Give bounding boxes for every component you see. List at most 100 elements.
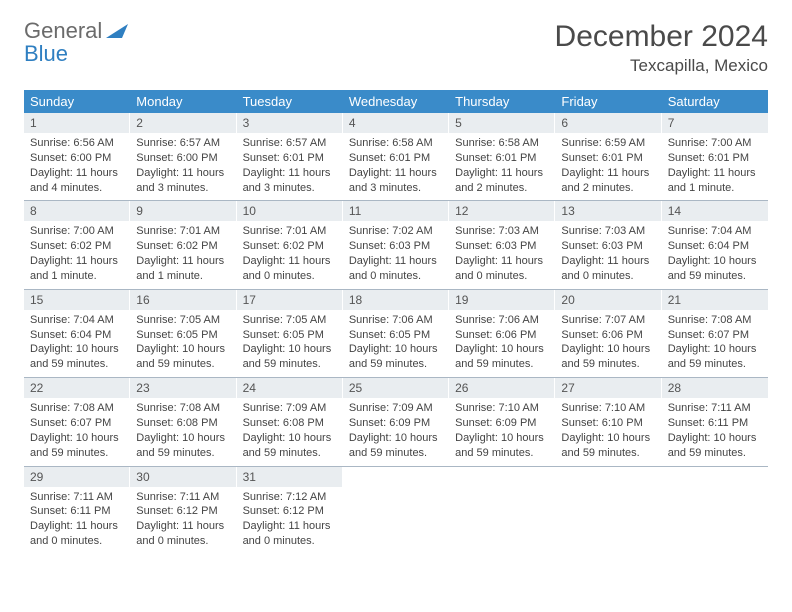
day-cell: 11Sunrise: 7:02 AMSunset: 6:03 PMDayligh… [343, 201, 449, 288]
day-cell: 17Sunrise: 7:05 AMSunset: 6:05 PMDayligh… [237, 290, 343, 377]
day-body: Sunrise: 6:57 AMSunset: 6:00 PMDaylight:… [130, 133, 236, 200]
day-header: Saturday [662, 90, 768, 113]
day-cell: 26Sunrise: 7:10 AMSunset: 6:09 PMDayligh… [449, 378, 555, 465]
week-row: 22Sunrise: 7:08 AMSunset: 6:07 PMDayligh… [24, 378, 768, 466]
logo: General Blue [24, 20, 128, 66]
day-body: Sunrise: 7:07 AMSunset: 6:06 PMDaylight:… [555, 310, 661, 377]
day-number: 4 [343, 113, 449, 133]
day-cell: 13Sunrise: 7:03 AMSunset: 6:03 PMDayligh… [555, 201, 661, 288]
day-body: Sunrise: 7:11 AMSunset: 6:11 PMDaylight:… [662, 398, 768, 465]
day-body: Sunrise: 7:10 AMSunset: 6:10 PMDaylight:… [555, 398, 661, 465]
day-number: 25 [343, 378, 449, 398]
day-cell: 29Sunrise: 7:11 AMSunset: 6:11 PMDayligh… [24, 467, 130, 554]
day-cell: 14Sunrise: 7:04 AMSunset: 6:04 PMDayligh… [662, 201, 768, 288]
day-header: Thursday [449, 90, 555, 113]
day-cell: 25Sunrise: 7:09 AMSunset: 6:09 PMDayligh… [343, 378, 449, 465]
day-body: Sunrise: 7:00 AMSunset: 6:02 PMDaylight:… [24, 221, 130, 288]
day-number: 11 [343, 201, 449, 221]
day-number: 6 [555, 113, 661, 133]
day-body: Sunrise: 7:08 AMSunset: 6:07 PMDaylight:… [24, 398, 130, 465]
day-body: Sunrise: 7:11 AMSunset: 6:12 PMDaylight:… [130, 487, 236, 554]
day-cell: 28Sunrise: 7:11 AMSunset: 6:11 PMDayligh… [662, 378, 768, 465]
day-cell: 23Sunrise: 7:08 AMSunset: 6:08 PMDayligh… [130, 378, 236, 465]
day-number: 16 [130, 290, 236, 310]
day-number: 7 [662, 113, 768, 133]
day-number: 22 [24, 378, 130, 398]
day-number: 27 [555, 378, 661, 398]
day-body: Sunrise: 7:12 AMSunset: 6:12 PMDaylight:… [237, 487, 343, 554]
day-number: 20 [555, 290, 661, 310]
week-row: 29Sunrise: 7:11 AMSunset: 6:11 PMDayligh… [24, 467, 768, 554]
day-cell [449, 467, 555, 554]
location: Texcapilla, Mexico [555, 56, 768, 76]
day-cell: 9Sunrise: 7:01 AMSunset: 6:02 PMDaylight… [130, 201, 236, 288]
day-body: Sunrise: 7:02 AMSunset: 6:03 PMDaylight:… [343, 221, 449, 288]
day-number: 12 [449, 201, 555, 221]
day-body: Sunrise: 7:00 AMSunset: 6:01 PMDaylight:… [662, 133, 768, 200]
logo-triangle-icon [106, 25, 128, 42]
day-cell: 5Sunrise: 6:58 AMSunset: 6:01 PMDaylight… [449, 113, 555, 200]
calendar: SundayMondayTuesdayWednesdayThursdayFrid… [24, 90, 768, 554]
day-cell: 19Sunrise: 7:06 AMSunset: 6:06 PMDayligh… [449, 290, 555, 377]
day-header: Wednesday [343, 90, 449, 113]
day-cell: 1Sunrise: 6:56 AMSunset: 6:00 PMDaylight… [24, 113, 130, 200]
day-body: Sunrise: 7:08 AMSunset: 6:07 PMDaylight:… [662, 310, 768, 377]
day-cell: 15Sunrise: 7:04 AMSunset: 6:04 PMDayligh… [24, 290, 130, 377]
day-cell: 22Sunrise: 7:08 AMSunset: 6:07 PMDayligh… [24, 378, 130, 465]
day-body: Sunrise: 7:09 AMSunset: 6:08 PMDaylight:… [237, 398, 343, 465]
day-number: 28 [662, 378, 768, 398]
month-title: December 2024 [555, 20, 768, 54]
day-cell: 20Sunrise: 7:07 AMSunset: 6:06 PMDayligh… [555, 290, 661, 377]
week-row: 15Sunrise: 7:04 AMSunset: 6:04 PMDayligh… [24, 290, 768, 378]
day-cell: 12Sunrise: 7:03 AMSunset: 6:03 PMDayligh… [449, 201, 555, 288]
day-cell: 31Sunrise: 7:12 AMSunset: 6:12 PMDayligh… [237, 467, 343, 554]
day-number: 17 [237, 290, 343, 310]
day-number: 10 [237, 201, 343, 221]
day-cell: 10Sunrise: 7:01 AMSunset: 6:02 PMDayligh… [237, 201, 343, 288]
day-body: Sunrise: 7:03 AMSunset: 6:03 PMDaylight:… [449, 221, 555, 288]
day-number: 2 [130, 113, 236, 133]
logo-general: General [24, 18, 102, 43]
day-headers: SundayMondayTuesdayWednesdayThursdayFrid… [24, 90, 768, 113]
header: General Blue December 2024 Texcapilla, M… [24, 20, 768, 76]
day-cell: 24Sunrise: 7:09 AMSunset: 6:08 PMDayligh… [237, 378, 343, 465]
day-number: 3 [237, 113, 343, 133]
day-body: Sunrise: 6:56 AMSunset: 6:00 PMDaylight:… [24, 133, 130, 200]
day-cell: 4Sunrise: 6:58 AMSunset: 6:01 PMDaylight… [343, 113, 449, 200]
day-cell: 6Sunrise: 6:59 AMSunset: 6:01 PMDaylight… [555, 113, 661, 200]
day-number: 31 [237, 467, 343, 487]
day-body: Sunrise: 7:05 AMSunset: 6:05 PMDaylight:… [237, 310, 343, 377]
day-body: Sunrise: 7:09 AMSunset: 6:09 PMDaylight:… [343, 398, 449, 465]
day-cell [555, 467, 661, 554]
title-block: December 2024 Texcapilla, Mexico [555, 20, 768, 76]
day-number: 29 [24, 467, 130, 487]
day-cell: 18Sunrise: 7:06 AMSunset: 6:05 PMDayligh… [343, 290, 449, 377]
day-body: Sunrise: 7:08 AMSunset: 6:08 PMDaylight:… [130, 398, 236, 465]
day-number: 14 [662, 201, 768, 221]
day-body: Sunrise: 7:10 AMSunset: 6:09 PMDaylight:… [449, 398, 555, 465]
day-cell: 2Sunrise: 6:57 AMSunset: 6:00 PMDaylight… [130, 113, 236, 200]
week-row: 1Sunrise: 6:56 AMSunset: 6:00 PMDaylight… [24, 113, 768, 201]
day-body: Sunrise: 7:03 AMSunset: 6:03 PMDaylight:… [555, 221, 661, 288]
day-body: Sunrise: 7:05 AMSunset: 6:05 PMDaylight:… [130, 310, 236, 377]
day-cell: 27Sunrise: 7:10 AMSunset: 6:10 PMDayligh… [555, 378, 661, 465]
day-cell: 7Sunrise: 7:00 AMSunset: 6:01 PMDaylight… [662, 113, 768, 200]
day-body: Sunrise: 6:58 AMSunset: 6:01 PMDaylight:… [449, 133, 555, 200]
day-number: 15 [24, 290, 130, 310]
day-cell [662, 467, 768, 554]
day-number: 24 [237, 378, 343, 398]
day-body: Sunrise: 7:04 AMSunset: 6:04 PMDaylight:… [24, 310, 130, 377]
day-number: 13 [555, 201, 661, 221]
day-number: 5 [449, 113, 555, 133]
day-body: Sunrise: 7:04 AMSunset: 6:04 PMDaylight:… [662, 221, 768, 288]
day-number: 26 [449, 378, 555, 398]
day-header: Monday [130, 90, 236, 113]
day-body: Sunrise: 6:58 AMSunset: 6:01 PMDaylight:… [343, 133, 449, 200]
day-body: Sunrise: 7:11 AMSunset: 6:11 PMDaylight:… [24, 487, 130, 554]
day-number: 9 [130, 201, 236, 221]
day-body: Sunrise: 6:59 AMSunset: 6:01 PMDaylight:… [555, 133, 661, 200]
day-number: 21 [662, 290, 768, 310]
day-number: 19 [449, 290, 555, 310]
day-body: Sunrise: 7:01 AMSunset: 6:02 PMDaylight:… [130, 221, 236, 288]
day-cell: 3Sunrise: 6:57 AMSunset: 6:01 PMDaylight… [237, 113, 343, 200]
